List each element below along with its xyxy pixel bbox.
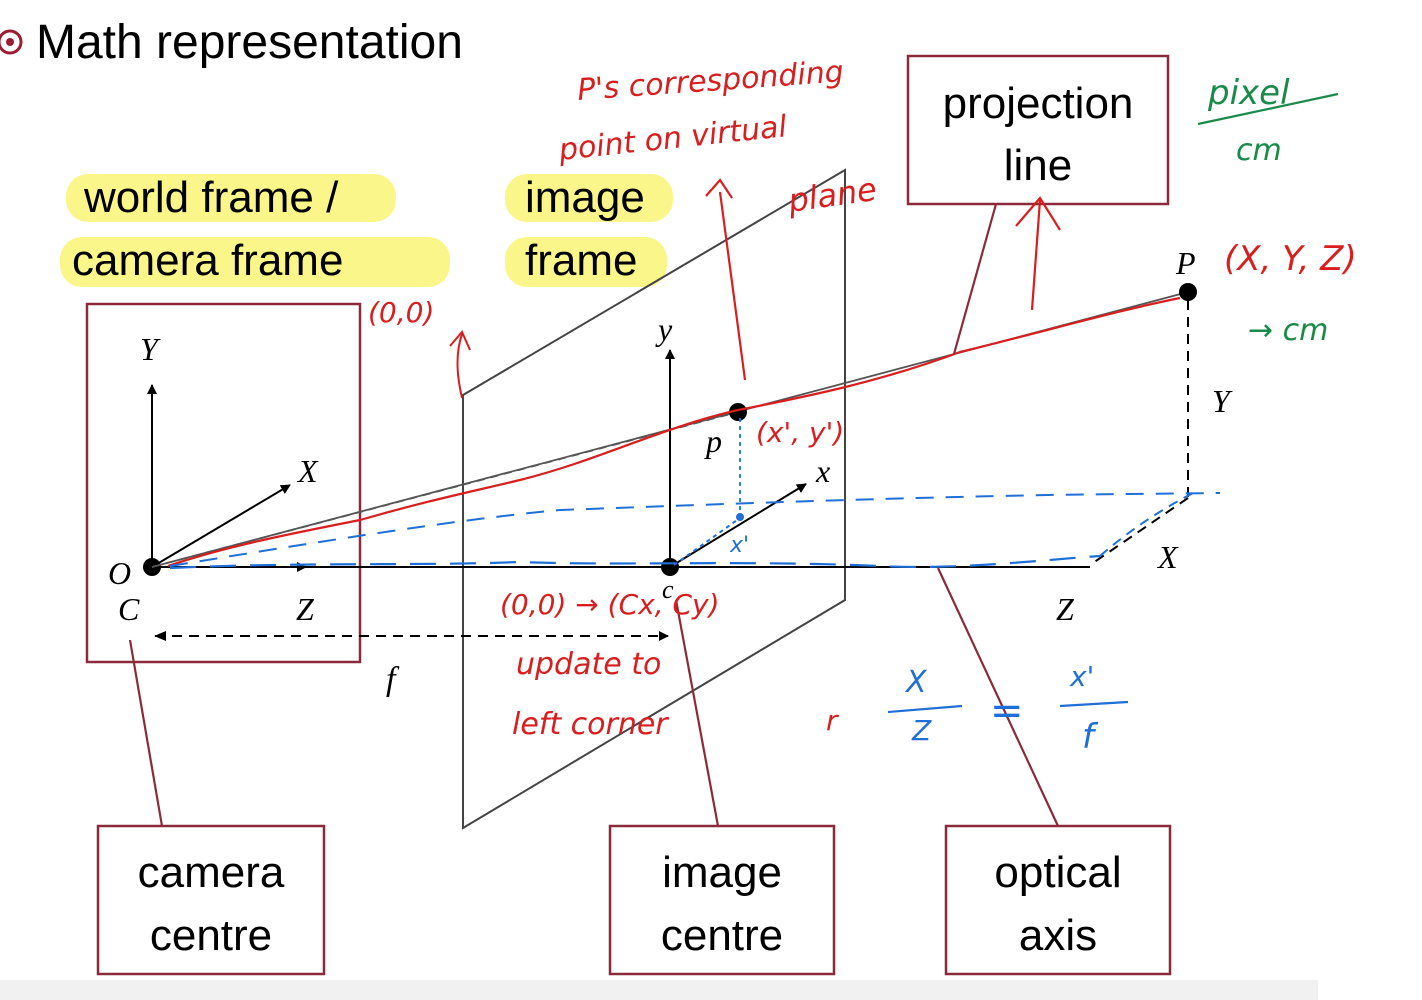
label-Y-P: Y [1212, 383, 1233, 419]
label-Y: Y [140, 331, 161, 367]
red-projection-sketch [167, 296, 1181, 568]
label-X-P: X [1156, 539, 1179, 575]
highlight-world-frame [66, 174, 396, 222]
optical-axis-connector [937, 567, 1059, 827]
blue-frac-f: f [1082, 717, 1099, 757]
camera-frame-box [85, 302, 362, 664]
point-p [729, 403, 747, 421]
image-plane [462, 168, 846, 830]
camera-centre-box [96, 824, 326, 976]
slide-title: Math representation [36, 16, 463, 69]
blue-corner-trace [1099, 491, 1196, 557]
red-arrow-to-p [718, 191, 747, 381]
projection-line-text-2: line [1004, 141, 1073, 190]
label-X: X [296, 453, 319, 489]
green-frac-bar [1197, 92, 1339, 126]
image-centre-text-1: image [662, 848, 782, 897]
x-axis-arrow [151, 484, 291, 568]
red-origin-label: (0,0) [368, 296, 434, 329]
red-note-corresponding-2: point on virtual [556, 109, 789, 168]
image-centre-point [661, 558, 679, 576]
blue-frac-xp: x' [1069, 660, 1094, 693]
blue-frac-bar-2 [1059, 700, 1129, 708]
image-centre-box [608, 824, 836, 976]
red-note-corresponding-3: plane [785, 170, 879, 220]
optical-axis-box [944, 824, 1172, 976]
red-update-2: left corner [512, 707, 669, 742]
green-cm-frac: cm [1236, 133, 1282, 168]
label-image: image [525, 173, 645, 222]
label-world-frame: world frame / [83, 173, 339, 222]
red-arrowhead-box [1015, 196, 1061, 231]
bottom-strip [0, 980, 1318, 1000]
red-arrow-to-box [1030, 199, 1042, 311]
red-arrowhead-origin [449, 330, 471, 351]
label-y-image: y [655, 311, 673, 347]
red-r-mark: r [826, 704, 839, 737]
red-arrow-origin [456, 333, 463, 399]
red-p-coords: (x', y') [756, 416, 844, 449]
blue-foot-point [736, 513, 744, 521]
label-c: c [662, 575, 674, 604]
projection-line-connector [952, 203, 998, 355]
bullet-icon [0, 29, 23, 55]
point-P [1179, 283, 1197, 301]
blue-xz-projection [169, 492, 1221, 567]
red-center-coords: (0,0) → (Cx, Cy) [500, 588, 720, 621]
optical-axis-text-2: axis [1019, 911, 1097, 960]
label-C: C [118, 591, 140, 627]
camera-centre-connector [128, 639, 164, 827]
blue-xprime-line [673, 517, 741, 566]
label-p: p [704, 423, 722, 459]
blue-frac-bar-1 [887, 704, 963, 714]
red-note-corresponding-1: P's corresponding [576, 54, 845, 108]
blue-frac-Z: Z [911, 714, 932, 747]
image-centre-text-2: centre [661, 911, 783, 960]
label-O: O [108, 555, 131, 591]
green-arrow-cm: → cm [1248, 313, 1328, 348]
blue-x-prime: x' [729, 533, 749, 558]
blue-frac-X: X [904, 665, 928, 700]
highlight-camera-frame [60, 237, 450, 287]
red-update-1: update to [516, 647, 661, 682]
red-P-coords: (X, Y, Z) [1224, 239, 1357, 279]
projection-ray-behind [151, 411, 739, 568]
projection-line-box [906, 54, 1170, 206]
label-f: f [386, 661, 400, 698]
image-x-axis-arrow [669, 483, 807, 568]
label-x-image: x [815, 453, 830, 489]
label-Z-far: Z [1056, 591, 1075, 627]
camera-centre-text-1: camera [138, 848, 285, 897]
projection-line-text-1: projection [943, 79, 1134, 128]
label-camera-frame: camera frame [72, 236, 343, 285]
highlight-frame [505, 237, 667, 287]
blue-equals: = [990, 688, 1024, 734]
label-frame: frame [525, 236, 637, 285]
optical-axis-text-1: optical [994, 848, 1121, 897]
highlight-image [505, 174, 673, 222]
red-arrowhead-p [705, 178, 733, 199]
image-centre-connector [674, 599, 720, 827]
label-Z: Z [296, 591, 315, 627]
P-base-dashed [1089, 497, 1189, 566]
label-P: P [1175, 245, 1196, 281]
camera-centre-text-2: centre [150, 911, 272, 960]
blue-axis-trace [169, 554, 1101, 570]
